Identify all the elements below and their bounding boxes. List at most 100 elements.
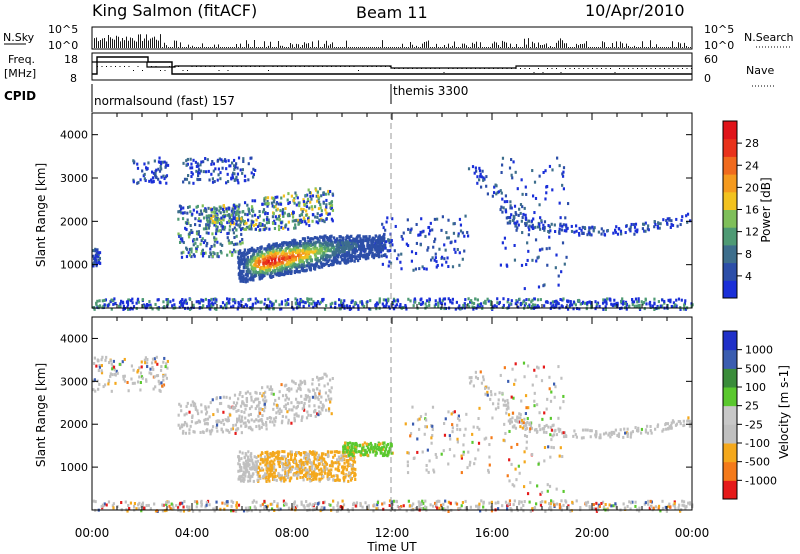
power-cell — [357, 254, 360, 258]
power-cell — [304, 239, 307, 244]
power-cell — [246, 258, 249, 262]
power-cell — [331, 253, 335, 257]
power-cell — [291, 239, 294, 243]
power-cell — [323, 244, 326, 248]
power-cell — [375, 240, 379, 244]
power-cell — [267, 259, 270, 264]
power-cell — [238, 259, 241, 263]
velocity-scatter — [92, 355, 694, 513]
power-cell — [342, 245, 345, 250]
power-cell — [277, 273, 281, 277]
power-cell — [278, 244, 281, 248]
power-cell — [332, 262, 335, 267]
nsearch-tick-bottom: 10^0 — [704, 39, 734, 52]
power-cell — [368, 247, 371, 251]
time-tick-label: 00:00 — [75, 526, 110, 540]
power-cell — [357, 247, 361, 251]
power-cell — [305, 258, 308, 262]
power-cell — [301, 251, 305, 255]
power-cell — [271, 263, 275, 267]
power-cell — [270, 256, 273, 260]
nave-line — [92, 61, 692, 69]
power-cell — [254, 262, 257, 266]
power-cell — [328, 258, 331, 262]
power-cell — [295, 268, 298, 272]
power-cell — [368, 244, 371, 248]
power-cell — [322, 251, 325, 256]
power-cell — [331, 245, 334, 250]
power-cell — [367, 252, 371, 257]
power-cell — [354, 251, 357, 255]
power-cell — [249, 263, 252, 267]
power-cell — [281, 260, 284, 264]
power-cell — [322, 235, 325, 239]
power-cell — [305, 256, 308, 260]
power-cell — [360, 243, 363, 247]
vel-ytick-label: 3000 — [60, 375, 88, 388]
power-cell — [240, 251, 243, 256]
power-cell — [250, 260, 254, 264]
power-cell — [350, 239, 353, 243]
power-cell — [266, 251, 270, 255]
power-cell — [305, 254, 309, 258]
power-cell — [312, 241, 316, 245]
power-cell — [303, 244, 307, 248]
power-cell — [305, 250, 308, 254]
power-cell — [337, 252, 341, 256]
power-cell — [273, 259, 277, 263]
power-cell — [309, 243, 313, 248]
power-cell — [314, 254, 317, 259]
power-cell — [267, 268, 271, 272]
power-cell — [333, 240, 337, 244]
nsky-label: N.Sky — [3, 31, 35, 44]
power-cell — [279, 268, 283, 272]
power-cell — [361, 248, 365, 252]
power-cell — [251, 253, 255, 257]
power-cell — [289, 261, 292, 265]
power-cell — [251, 273, 254, 277]
power-cell — [278, 249, 281, 253]
power-cell — [266, 257, 270, 261]
power-cell — [317, 249, 320, 253]
power-cell — [272, 256, 276, 261]
power-cell — [338, 261, 342, 265]
power-cell — [380, 254, 383, 258]
power-cell — [238, 250, 241, 255]
power-cell — [277, 251, 280, 255]
power-cell — [240, 275, 243, 280]
power-cell — [327, 239, 330, 243]
power-cell — [295, 269, 299, 274]
power-cell — [313, 266, 316, 270]
power-cell — [375, 253, 378, 258]
power-cell — [268, 254, 271, 258]
power-cell — [280, 272, 284, 277]
power-cell — [313, 264, 316, 269]
freq-tick-top: 18 — [64, 53, 78, 66]
power-cell — [298, 270, 301, 274]
power-cell — [306, 244, 309, 248]
power-cell — [332, 236, 336, 240]
power-cell — [271, 269, 275, 273]
freq-line — [92, 56, 692, 75]
power-cell — [350, 258, 354, 262]
power-cell — [334, 253, 337, 257]
power-cell — [303, 248, 307, 252]
power-cell — [268, 263, 271, 267]
power-cell — [296, 253, 300, 258]
power-scatter — [92, 156, 694, 311]
power-cell — [253, 256, 256, 260]
power-cell — [312, 251, 315, 255]
vel-ytick-label: 4000 — [60, 332, 88, 345]
power-cell — [362, 235, 365, 239]
power-cell — [253, 267, 257, 271]
power-cell — [353, 239, 357, 243]
power-cell — [263, 273, 266, 278]
power-cell — [273, 257, 277, 262]
cpid-panel: CPID normalsound (fast) 157 themis 3300 — [4, 84, 468, 112]
power-cell — [341, 238, 344, 242]
power-cell — [238, 273, 241, 277]
power-cell — [297, 270, 300, 274]
power-cell — [309, 237, 312, 241]
power-cell — [359, 249, 363, 253]
velocity-colorbar-tick: 100 — [745, 381, 766, 394]
